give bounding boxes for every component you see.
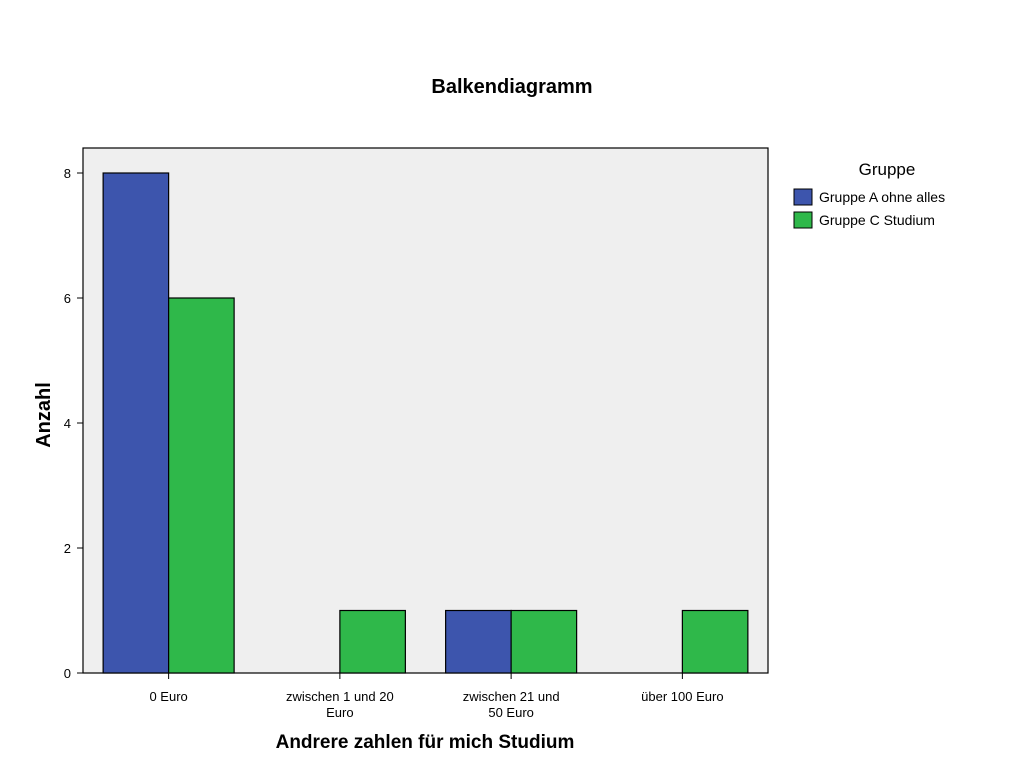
- legend: Gruppe Gruppe A ohne alles Gruppe C Studi…: [793, 160, 945, 229]
- y-tick-label: 8: [64, 166, 71, 181]
- legend-label: Gruppe A ohne alles: [819, 189, 945, 205]
- y-axis: 0 2 4 6 8: [64, 166, 83, 681]
- bar: [510, 609, 578, 674]
- chart-title: Balkendiagramm: [431, 76, 592, 98]
- legend-label: Gruppe C Studium: [819, 212, 935, 228]
- bar: [339, 609, 406, 674]
- x-axis-label: Andrere zahlen für mich Studium: [276, 732, 575, 753]
- x-tick-label: 50 Euro: [488, 705, 534, 720]
- x-tick-label: zwischen 1 und 20: [286, 689, 394, 704]
- bar: [681, 609, 749, 674]
- bar: [445, 609, 512, 674]
- y-tick-label: 4: [64, 416, 71, 431]
- x-tick-label: Euro: [326, 705, 353, 720]
- y-tick-label: 2: [64, 541, 71, 556]
- legend-title: Gruppe: [859, 160, 916, 179]
- y-axis-label: Anzahl: [33, 382, 55, 448]
- x-tick-label: über 100 Euro: [641, 689, 723, 704]
- y-tick-label: 0: [64, 666, 71, 681]
- bars-group: [102, 172, 749, 674]
- bar: [168, 297, 235, 674]
- bar: [102, 172, 170, 674]
- y-tick-label: 6: [64, 291, 71, 306]
- legend-swatch: [793, 188, 813, 206]
- legend-swatch: [793, 211, 813, 229]
- x-tick-label: 0 Euro: [149, 689, 187, 704]
- x-tick-label: zwischen 21 und: [463, 689, 560, 704]
